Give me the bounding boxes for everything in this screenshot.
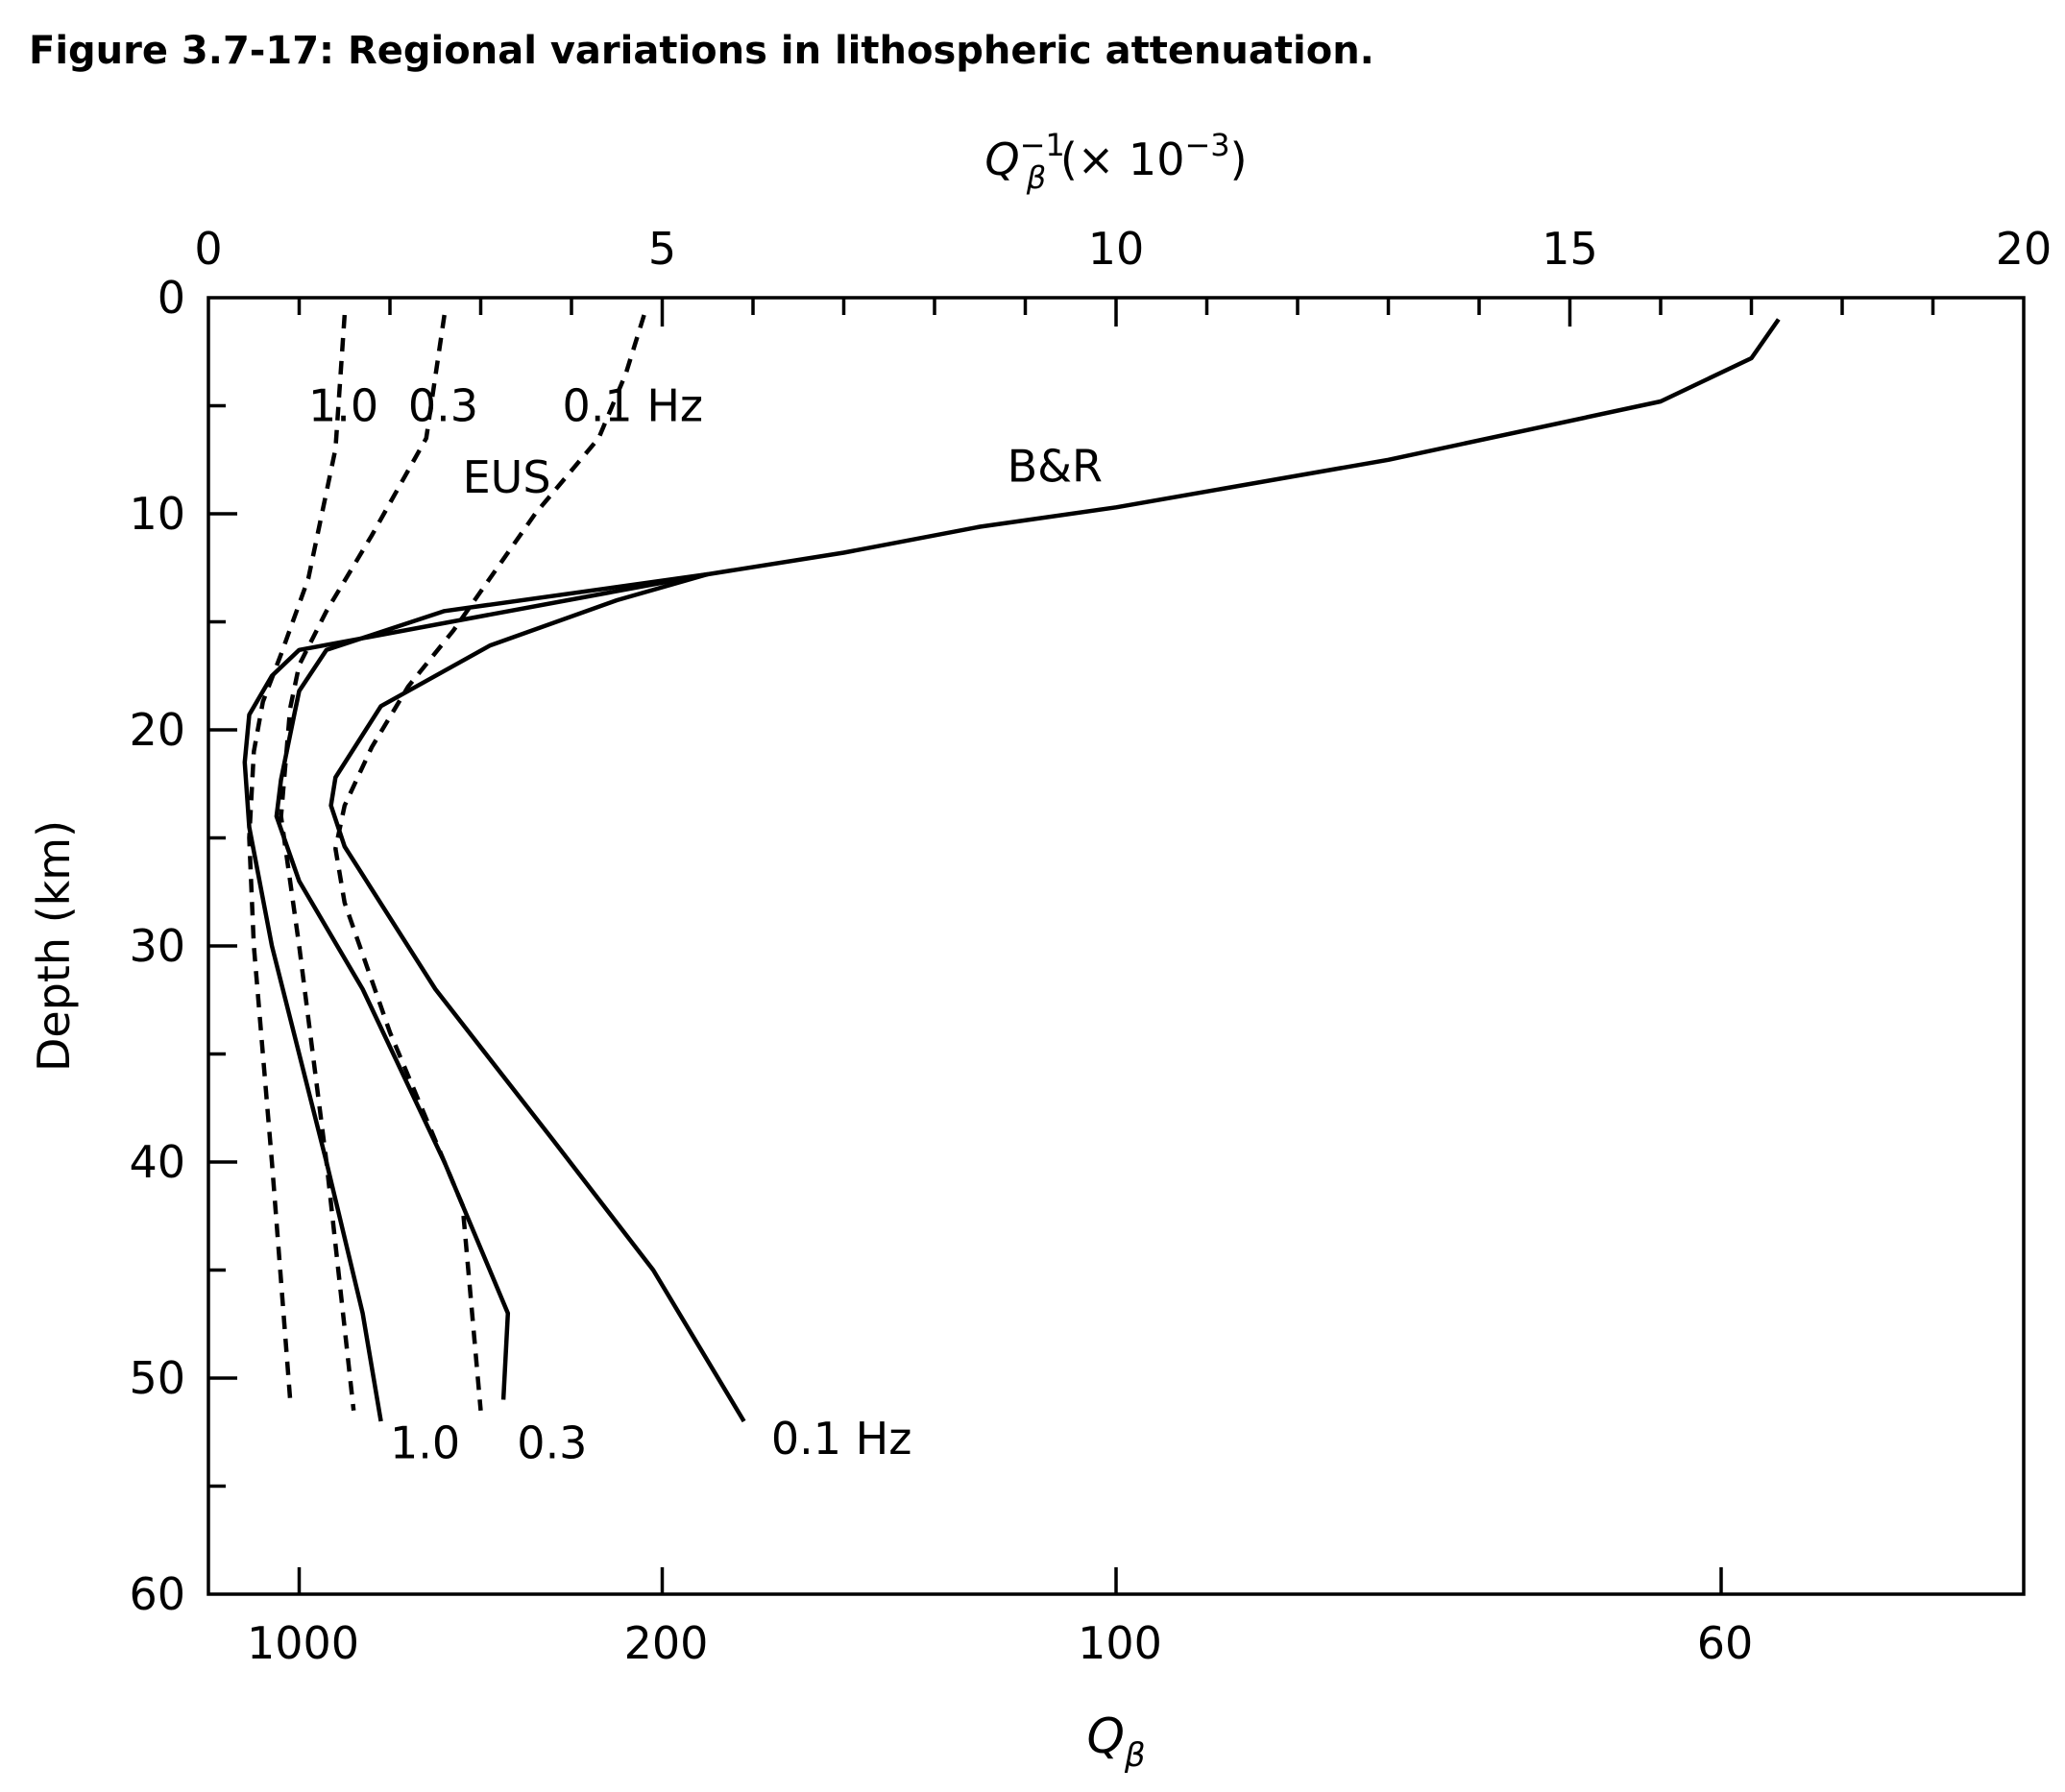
bottom-axis-label: Qβ (1086, 1708, 1145, 1775)
br-solid-curve (274, 571, 709, 1400)
series-lines (242, 314, 1781, 1423)
bottom-axis-tick-label: 200 (624, 1617, 709, 1669)
top-axis-label-close: ) (1230, 133, 1248, 185)
bottom-axis-tick-label: 100 (1078, 1617, 1162, 1669)
top-axis-label-rest: (× 10 (1046, 133, 1184, 185)
top-axis-tick-label: 10 (1088, 223, 1145, 275)
y-axis-tick-label: 0 (158, 272, 185, 324)
y-axis-tick-label: 60 (129, 1568, 185, 1620)
y-axis-tick-label: 30 (129, 920, 185, 972)
curve-annotation: 1.0 (390, 1417, 460, 1469)
curve-annotation: 0.1 Hz (771, 1413, 912, 1465)
bottom-axis-label-q: Q (1086, 1708, 1124, 1764)
top-axis-tick-label: 0 (194, 223, 222, 275)
top-axis-tick-label: 5 (648, 223, 676, 275)
curve-annotation: 0.3 (408, 380, 478, 432)
curve-annotation: 0.3 (517, 1417, 587, 1469)
curve-annotation: EUS (463, 451, 551, 503)
eus-dashed-curve (333, 314, 646, 1411)
top-axis-label-sup: −1 (1020, 127, 1065, 163)
top-axis-label-sub: β (1026, 159, 1046, 196)
bottom-axis-label-sub: β (1124, 1736, 1146, 1775)
bottom-axis-tick-label: 1000 (247, 1617, 359, 1669)
br-solid-curve (242, 318, 1781, 1422)
top-axis-tick-label: 15 (1542, 223, 1598, 275)
eus-dashed-curve (247, 314, 348, 1400)
bottom-axis-tick-label: 60 (1697, 1617, 1754, 1669)
y-axis-tick-label: 20 (129, 704, 185, 756)
top-axis-tick-label: 20 (1996, 223, 2053, 275)
top-axis-label-q: Q (984, 133, 1019, 185)
figure-title: Figure 3.7-17: Regional variations in li… (29, 29, 1374, 73)
top-axis-label-exp: −3 (1184, 127, 1229, 163)
curve-annotation: 0.1 Hz (563, 380, 704, 432)
y-axis-label: Depth (km) (28, 820, 80, 1072)
curve-annotation: B&R (1008, 441, 1103, 493)
eus-dashed-curve (279, 314, 447, 1412)
y-axis-tick-label: 50 (129, 1352, 185, 1404)
curve-annotation: 1.0 (308, 380, 378, 432)
top-axis-label: Q−1 β (× 10−3) (984, 127, 1247, 196)
br-solid-curve (328, 571, 746, 1423)
y-axis-tick-label: 40 (129, 1136, 185, 1188)
y-axis-tick-label: 10 (129, 488, 185, 540)
axis-ticks (208, 298, 1935, 1594)
